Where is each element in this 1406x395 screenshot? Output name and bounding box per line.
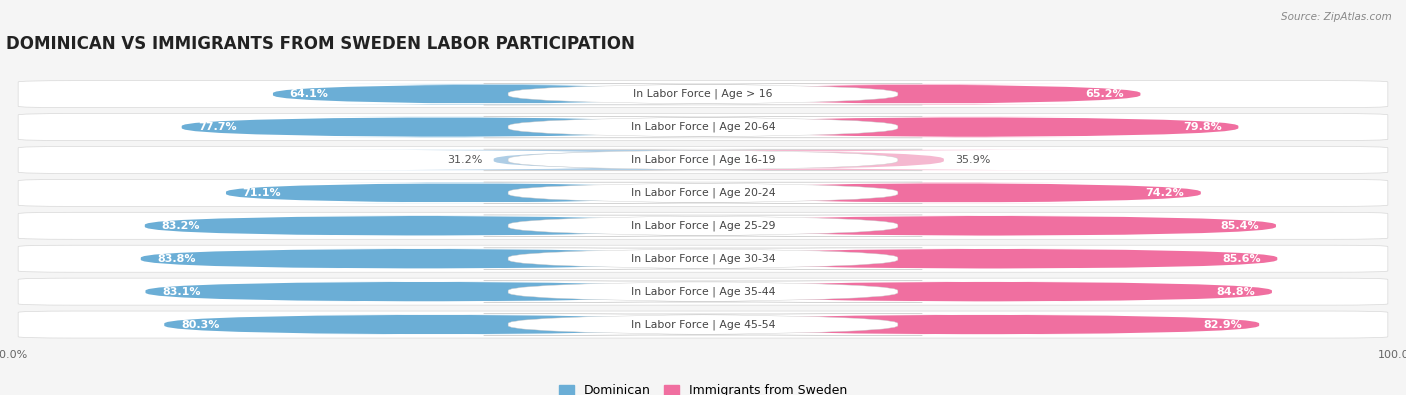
FancyBboxPatch shape bbox=[703, 117, 1239, 137]
Text: 31.2%: 31.2% bbox=[447, 155, 482, 165]
Text: 35.9%: 35.9% bbox=[955, 155, 990, 165]
Text: In Labor Force | Age 16-19: In Labor Force | Age 16-19 bbox=[631, 155, 775, 165]
FancyBboxPatch shape bbox=[273, 84, 703, 104]
FancyBboxPatch shape bbox=[703, 84, 1140, 104]
FancyBboxPatch shape bbox=[703, 281, 1272, 302]
FancyBboxPatch shape bbox=[703, 182, 1201, 203]
FancyBboxPatch shape bbox=[18, 81, 1388, 108]
Text: 74.2%: 74.2% bbox=[1146, 188, 1184, 198]
FancyBboxPatch shape bbox=[141, 248, 703, 269]
Text: 80.3%: 80.3% bbox=[181, 320, 219, 329]
Text: In Labor Force | Age 20-24: In Labor Force | Age 20-24 bbox=[631, 188, 775, 198]
FancyBboxPatch shape bbox=[18, 311, 1388, 338]
Text: In Labor Force | Age > 16: In Labor Force | Age > 16 bbox=[633, 89, 773, 100]
FancyBboxPatch shape bbox=[703, 314, 1260, 335]
FancyBboxPatch shape bbox=[484, 116, 922, 138]
FancyBboxPatch shape bbox=[226, 182, 703, 203]
Text: Source: ZipAtlas.com: Source: ZipAtlas.com bbox=[1281, 12, 1392, 22]
FancyBboxPatch shape bbox=[165, 314, 703, 335]
Text: 77.7%: 77.7% bbox=[198, 122, 238, 132]
FancyBboxPatch shape bbox=[484, 248, 922, 269]
FancyBboxPatch shape bbox=[18, 114, 1388, 141]
FancyBboxPatch shape bbox=[703, 248, 1277, 269]
FancyBboxPatch shape bbox=[484, 314, 922, 335]
Text: 71.1%: 71.1% bbox=[243, 188, 281, 198]
FancyBboxPatch shape bbox=[18, 179, 1388, 206]
Text: DOMINICAN VS IMMIGRANTS FROM SWEDEN LABOR PARTICIPATION: DOMINICAN VS IMMIGRANTS FROM SWEDEN LABO… bbox=[6, 35, 634, 53]
FancyBboxPatch shape bbox=[484, 149, 922, 171]
FancyBboxPatch shape bbox=[484, 83, 922, 105]
FancyBboxPatch shape bbox=[145, 281, 703, 302]
Text: In Labor Force | Age 25-29: In Labor Force | Age 25-29 bbox=[631, 220, 775, 231]
Text: In Labor Force | Age 45-54: In Labor Force | Age 45-54 bbox=[631, 319, 775, 330]
FancyBboxPatch shape bbox=[18, 245, 1388, 272]
Legend: Dominican, Immigrants from Sweden: Dominican, Immigrants from Sweden bbox=[554, 379, 852, 395]
FancyBboxPatch shape bbox=[555, 150, 1091, 170]
FancyBboxPatch shape bbox=[181, 117, 703, 137]
Text: 85.4%: 85.4% bbox=[1220, 221, 1260, 231]
FancyBboxPatch shape bbox=[18, 147, 1388, 173]
Text: 85.6%: 85.6% bbox=[1222, 254, 1261, 264]
FancyBboxPatch shape bbox=[18, 213, 1388, 239]
Text: 83.8%: 83.8% bbox=[157, 254, 195, 264]
FancyBboxPatch shape bbox=[18, 278, 1388, 305]
FancyBboxPatch shape bbox=[484, 182, 922, 204]
Text: In Labor Force | Age 30-34: In Labor Force | Age 30-34 bbox=[631, 254, 775, 264]
Text: 84.8%: 84.8% bbox=[1216, 287, 1256, 297]
Text: 82.9%: 82.9% bbox=[1204, 320, 1243, 329]
Text: 64.1%: 64.1% bbox=[290, 89, 329, 99]
Text: 65.2%: 65.2% bbox=[1085, 89, 1123, 99]
Text: In Labor Force | Age 20-64: In Labor Force | Age 20-64 bbox=[631, 122, 775, 132]
Text: 83.2%: 83.2% bbox=[162, 221, 200, 231]
FancyBboxPatch shape bbox=[484, 215, 922, 237]
FancyBboxPatch shape bbox=[145, 216, 703, 236]
Text: 79.8%: 79.8% bbox=[1182, 122, 1222, 132]
Text: In Labor Force | Age 35-44: In Labor Force | Age 35-44 bbox=[631, 286, 775, 297]
FancyBboxPatch shape bbox=[484, 281, 922, 303]
FancyBboxPatch shape bbox=[703, 216, 1277, 236]
Text: 83.1%: 83.1% bbox=[162, 287, 201, 297]
FancyBboxPatch shape bbox=[315, 150, 882, 170]
